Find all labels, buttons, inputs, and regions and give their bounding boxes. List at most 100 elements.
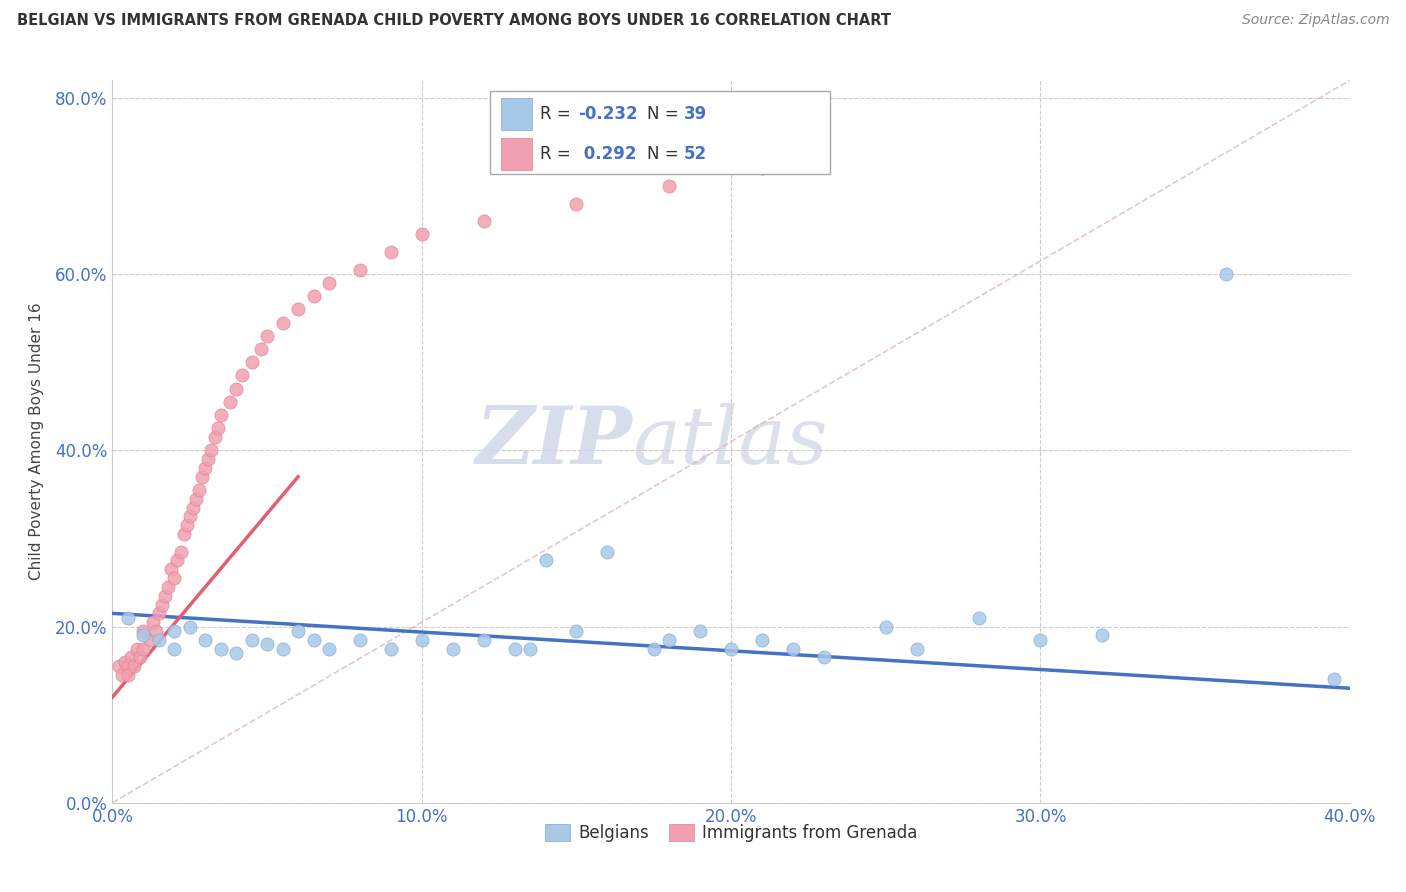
Point	[166, 553, 188, 567]
Text: 52: 52	[683, 145, 707, 162]
Point	[472, 214, 495, 228]
Legend: Belgians, Immigrants from Grenada: Belgians, Immigrants from Grenada	[538, 817, 924, 848]
Point	[271, 641, 294, 656]
Point	[720, 641, 742, 656]
Point	[169, 544, 191, 558]
Point	[194, 461, 217, 475]
Point	[117, 659, 139, 673]
Point	[107, 659, 129, 673]
Point	[117, 668, 139, 682]
Point	[411, 227, 433, 242]
Point	[318, 641, 340, 656]
Point	[153, 589, 176, 603]
Point	[209, 641, 232, 656]
Point	[176, 518, 198, 533]
Point	[256, 637, 278, 651]
Point	[117, 611, 139, 625]
Point	[204, 430, 226, 444]
Point	[181, 500, 204, 515]
Point	[472, 632, 495, 647]
Point	[751, 161, 773, 176]
Point	[207, 421, 229, 435]
Point	[287, 302, 309, 317]
Point	[240, 355, 263, 369]
Point	[231, 368, 253, 383]
Point	[534, 553, 557, 567]
Point	[122, 659, 145, 673]
Point	[127, 641, 149, 656]
Point	[751, 632, 773, 647]
Point	[114, 655, 136, 669]
Point	[219, 395, 242, 409]
Point	[380, 641, 402, 656]
Point	[643, 641, 665, 656]
Point	[302, 632, 325, 647]
Point	[302, 289, 325, 303]
Point	[197, 452, 219, 467]
Point	[163, 571, 186, 585]
Point	[596, 544, 619, 558]
Point	[658, 632, 681, 647]
Text: -0.232: -0.232	[578, 105, 638, 123]
Point	[519, 641, 541, 656]
Point	[225, 646, 247, 660]
Text: N =: N =	[647, 105, 685, 123]
Point	[271, 316, 294, 330]
Point	[148, 632, 170, 647]
Point	[160, 562, 183, 576]
Text: Source: ZipAtlas.com: Source: ZipAtlas.com	[1241, 13, 1389, 28]
Point	[209, 408, 232, 422]
Point	[1091, 628, 1114, 642]
Point	[194, 632, 217, 647]
Point	[191, 470, 214, 484]
Point	[132, 641, 155, 656]
Point	[905, 641, 928, 656]
Point	[256, 328, 278, 343]
Point	[179, 619, 201, 633]
Point	[689, 624, 711, 638]
Y-axis label: Child Poverty Among Boys Under 16: Child Poverty Among Boys Under 16	[30, 302, 44, 581]
Point	[565, 196, 588, 211]
Point	[250, 342, 273, 356]
Point	[1323, 673, 1346, 687]
Point	[145, 624, 167, 638]
Point	[163, 641, 186, 656]
Point	[129, 650, 152, 665]
Point	[120, 650, 142, 665]
Point	[1029, 632, 1052, 647]
Text: N =: N =	[647, 145, 685, 162]
Point	[150, 598, 173, 612]
Text: ZIP: ZIP	[475, 403, 633, 480]
Point	[200, 443, 222, 458]
Text: BELGIAN VS IMMIGRANTS FROM GRENADA CHILD POVERTY AMONG BOYS UNDER 16 CORRELATION: BELGIAN VS IMMIGRANTS FROM GRENADA CHILD…	[17, 13, 891, 29]
Point	[875, 619, 897, 633]
Point	[148, 607, 170, 621]
Point	[1215, 267, 1237, 281]
Point	[287, 624, 309, 638]
Text: 39: 39	[683, 105, 707, 123]
Point	[132, 628, 155, 642]
Text: R =: R =	[540, 145, 576, 162]
Point	[349, 262, 371, 277]
Point	[138, 632, 160, 647]
Point	[111, 668, 134, 682]
Point	[188, 483, 211, 497]
Text: R =: R =	[540, 105, 576, 123]
Point	[173, 527, 195, 541]
Point	[132, 624, 155, 638]
Point	[142, 615, 165, 630]
Point	[441, 641, 464, 656]
Point	[240, 632, 263, 647]
Point	[225, 382, 247, 396]
Point	[411, 632, 433, 647]
Text: 0.292: 0.292	[578, 145, 637, 162]
Point	[565, 624, 588, 638]
Point	[349, 632, 371, 647]
Point	[179, 509, 201, 524]
Text: atlas: atlas	[633, 403, 828, 480]
Point	[813, 650, 835, 665]
Point	[163, 624, 186, 638]
Point	[380, 245, 402, 260]
Point	[184, 491, 207, 506]
Point	[157, 580, 180, 594]
